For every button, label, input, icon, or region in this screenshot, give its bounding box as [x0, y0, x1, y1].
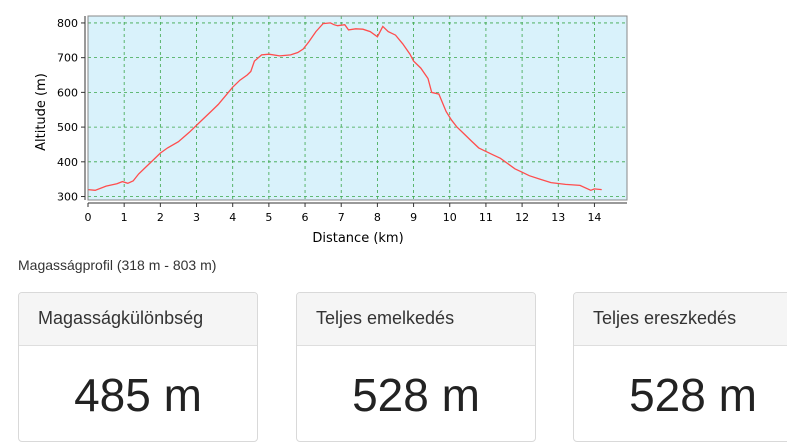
x-tick-label: 1: [121, 211, 128, 224]
plot-background: [88, 16, 627, 200]
stat-card-value: 528 m: [352, 369, 480, 421]
y-tick-label: 300: [57, 191, 78, 204]
x-tick-label: 6: [302, 211, 309, 224]
x-tick-label: 12: [515, 211, 529, 224]
stat-card-total-descent: Teljes ereszkedés 528 m: [573, 292, 787, 442]
y-tick-label: 400: [57, 156, 78, 169]
y-axis-label: Altitude (m): [34, 73, 49, 151]
y-tick-label: 500: [57, 121, 78, 134]
x-axis-label: Distance (km): [312, 231, 403, 246]
stat-card-value: 485 m: [74, 369, 202, 421]
y-tick-label: 600: [57, 86, 78, 99]
x-ticks: 0 1 2 3 4 5 6 7 8 9 10 11 12 13 14: [85, 203, 601, 224]
x-tick-label: 11: [479, 211, 493, 224]
x-tick-label: 4: [229, 211, 236, 224]
x-tick-label: 10: [443, 211, 457, 224]
plot-frame: [87, 15, 628, 201]
grid-lines: [88, 16, 627, 200]
stat-card-title: Teljes ereszkedés: [574, 293, 787, 346]
stat-card-total-ascent: Teljes emelkedés 528 m: [296, 292, 536, 442]
x-tick-label: 13: [551, 211, 565, 224]
x-tick-label: 5: [265, 211, 272, 224]
x-tick-label: 7: [338, 211, 345, 224]
y-tick-label: 800: [57, 17, 78, 30]
y-ticks: 300 400 500 600 700 800: [57, 17, 85, 204]
x-tick-label: 3: [193, 211, 200, 224]
altitude-profile-chart: 0 1 2 3 4 5 6 7 8 9 10 11 12 13 14 300400500600700800 …: [34, 15, 628, 246]
x-tick-label: 9: [410, 211, 417, 224]
altitude-series-line: [87, 22, 602, 192]
x-tick-label: 2: [157, 211, 164, 224]
x-tick-label: 8: [374, 211, 381, 224]
stat-card-elevation-difference: Magasságkülönbség 485 m: [18, 292, 258, 442]
stat-card-title: Teljes emelkedés: [297, 293, 535, 346]
stat-card-title: Magasságkülönbség: [19, 293, 257, 346]
x-tick-label: 14: [587, 211, 601, 224]
stat-card-value: 528 m: [629, 369, 757, 421]
profile-caption: Magasságprofil (318 m - 803 m): [18, 257, 217, 273]
x-tick-label: 0: [85, 211, 92, 224]
y-tick-label: 700: [57, 52, 78, 65]
